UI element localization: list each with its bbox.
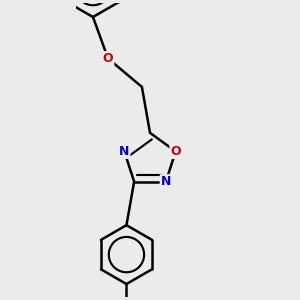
- Text: O: O: [170, 145, 181, 158]
- Text: N: N: [161, 175, 171, 188]
- Text: N: N: [119, 145, 130, 158]
- Text: O: O: [103, 52, 113, 65]
